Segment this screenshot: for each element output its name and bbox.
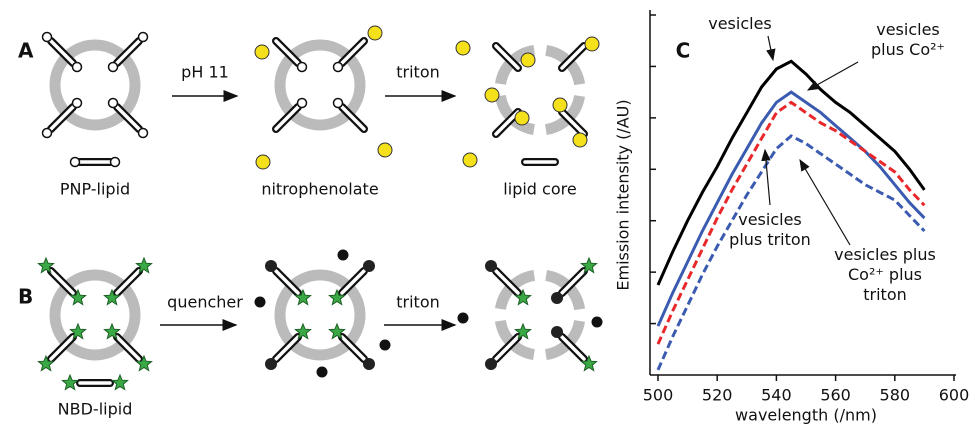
fluorophore — [112, 375, 127, 390]
step-label: pH 11 — [181, 63, 229, 82]
step-label: quencher — [167, 293, 243, 312]
panel-label: C — [676, 39, 691, 63]
x-tick-label: 580 — [880, 386, 911, 405]
quenched-head — [363, 260, 375, 272]
pnp-head — [111, 158, 120, 167]
nitrophenolate — [485, 88, 499, 102]
x-tick-label: 520 — [702, 386, 733, 405]
quencher — [592, 317, 603, 328]
nitrophenolate — [573, 133, 587, 147]
state-label: lipid core — [503, 180, 576, 199]
pnp-head — [73, 99, 82, 108]
pnp-head — [139, 33, 148, 42]
step-label: triton — [396, 293, 440, 312]
series-label: vesicles plus Co²⁺ plus triton — [830, 245, 940, 305]
pointer — [768, 36, 773, 60]
x-tick-label: 500 — [643, 386, 674, 405]
lipid-label: PNP-lipid — [60, 180, 130, 199]
fluorophore — [62, 375, 77, 390]
pnp-head — [334, 99, 343, 108]
quenched-head — [363, 358, 375, 370]
pnp-head — [109, 99, 118, 108]
quencher — [338, 250, 349, 261]
quenched-head — [551, 326, 563, 338]
pointer — [808, 62, 858, 90]
quenched-head — [485, 358, 497, 370]
quencher — [458, 313, 469, 324]
series-label: vesicles plus Co²⁺ — [863, 20, 953, 60]
nitrophenolate — [553, 98, 567, 112]
pnp-head — [334, 63, 343, 72]
x-tick-label: 600 — [939, 386, 970, 405]
x-tick-label: 560 — [820, 386, 851, 405]
nitrophenolate — [463, 153, 477, 167]
pnp-head — [139, 129, 148, 138]
nitrophenolate — [256, 155, 270, 169]
pointer — [765, 150, 770, 205]
series-label: vesicles — [695, 14, 785, 34]
nitrophenolate — [521, 53, 535, 67]
lipid-label: NBD-lipid — [58, 400, 133, 419]
y-axis-label: Emission intensity (/AU) — [614, 99, 633, 290]
pnp-head — [43, 33, 52, 42]
nitrophenolate — [515, 111, 529, 125]
pnp-head — [298, 63, 307, 72]
quencher — [317, 367, 328, 378]
series-label: vesicles plus triton — [720, 210, 820, 250]
quenched-head — [265, 260, 277, 272]
nitrophenolate — [585, 37, 599, 51]
pnp-head — [109, 63, 118, 72]
panel-label: B — [18, 285, 33, 309]
nitrophenolate — [368, 26, 382, 40]
nitrophenolate — [456, 41, 470, 55]
quenched-head — [551, 292, 563, 304]
page: A pH 11 triton PNP-lipid nitrophenolate … — [0, 0, 975, 427]
pnp-head — [298, 99, 307, 108]
x-axis-label: wavelength (/nm) — [735, 406, 877, 425]
nitrophenolate — [255, 45, 269, 59]
x-tick-label: 540 — [761, 386, 792, 405]
quenched-head — [265, 358, 277, 370]
panel-label: A — [18, 39, 34, 63]
pnp-head — [43, 129, 52, 138]
quenched-head — [485, 260, 497, 272]
quencher — [255, 297, 266, 308]
figure: A pH 11 triton PNP-lipid nitrophenolate … — [0, 0, 975, 427]
quencher — [380, 340, 391, 351]
step-label: triton — [396, 63, 440, 82]
state-label: nitrophenolate — [261, 180, 378, 199]
pnp-head — [73, 63, 82, 72]
pnp-head — [71, 158, 80, 167]
nitrophenolate — [378, 143, 392, 157]
